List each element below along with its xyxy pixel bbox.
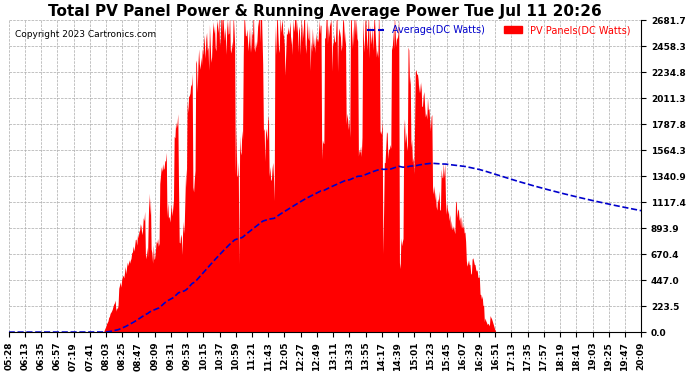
Title: Total PV Panel Power & Running Average Power Tue Jul 11 20:26: Total PV Panel Power & Running Average P… xyxy=(48,4,602,19)
Text: Copyright 2023 Cartronics.com: Copyright 2023 Cartronics.com xyxy=(15,30,156,39)
Legend: Average(DC Watts), PV Panels(DC Watts): Average(DC Watts), PV Panels(DC Watts) xyxy=(366,25,630,35)
